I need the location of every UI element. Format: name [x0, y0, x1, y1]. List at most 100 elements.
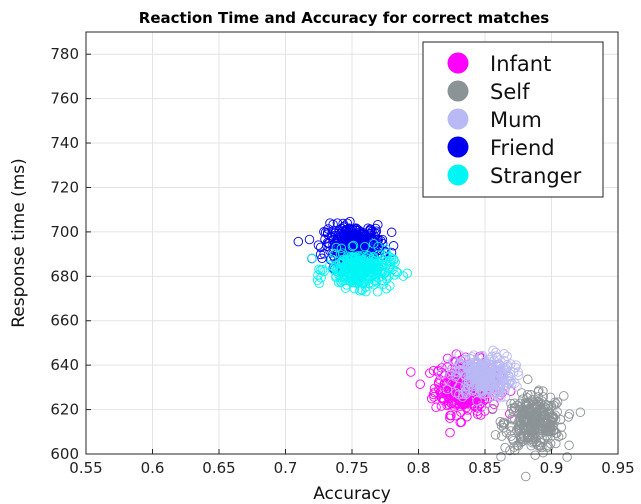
- data-point: [338, 236, 349, 246]
- data-point: [536, 396, 547, 406]
- legend-marker: [447, 52, 469, 74]
- data-point: [341, 280, 352, 290]
- data-point: [517, 433, 527, 443]
- data-point: [449, 356, 459, 366]
- data-point: [377, 267, 387, 278]
- data-point: [315, 249, 326, 260]
- data-point: [509, 414, 520, 424]
- data-point: [351, 256, 362, 266]
- data-point: [511, 360, 521, 370]
- legend: Infant Self Mum Friend Stranger: [422, 41, 604, 198]
- data-point: [361, 257, 371, 268]
- data-point: [479, 389, 489, 399]
- legend-item: Mum: [447, 108, 542, 132]
- data-point: [538, 386, 548, 396]
- data-point: [462, 399, 473, 409]
- data-point: [437, 368, 447, 378]
- x-tick-label: 0.6: [141, 459, 165, 477]
- legend-marker: [447, 80, 469, 102]
- data-point: [332, 247, 343, 257]
- data-point: [549, 400, 559, 411]
- data-point: [442, 384, 453, 395]
- data-point: [367, 269, 378, 279]
- x-tick-label: 0.75: [335, 459, 368, 477]
- legend-label: Self: [490, 80, 530, 104]
- y-tick-label: 720: [50, 178, 79, 196]
- data-point: [381, 248, 392, 259]
- data-point: [533, 425, 544, 436]
- y-axis-ticks: 600 620 640 660 680 700 720 740 760 780: [50, 45, 91, 463]
- data-point: [339, 230, 350, 241]
- data-point: [526, 427, 537, 437]
- data-point: [360, 241, 370, 252]
- data-point: [521, 400, 532, 410]
- x-axis-ticks: 0.55 0.6 0.65 0.7 0.75 0.8 0.85 0.9 0.95: [69, 449, 635, 477]
- y-tick-label: 660: [50, 312, 79, 330]
- y-tick-label: 620: [50, 401, 79, 419]
- data-point: [536, 403, 547, 414]
- data-point: [351, 266, 362, 277]
- data-point: [433, 365, 444, 376]
- data-point: [507, 378, 517, 389]
- data-point: [548, 421, 558, 431]
- legend-label: Stranger: [490, 164, 582, 188]
- data-point: [501, 427, 512, 438]
- data-point: [520, 407, 531, 417]
- data-point: [466, 395, 477, 406]
- legend-item: Stranger: [447, 164, 582, 188]
- x-tick-label: 0.55: [69, 459, 102, 477]
- data-point: [326, 254, 337, 264]
- data-point: [332, 218, 343, 228]
- data-point: [548, 413, 559, 424]
- data-point: [477, 377, 487, 387]
- data-point: [425, 368, 435, 378]
- data-point: [438, 384, 449, 394]
- data-point: [522, 392, 532, 403]
- data-point: [483, 367, 493, 377]
- data-point: [388, 255, 399, 265]
- data-point: [516, 388, 527, 398]
- data-point: [505, 445, 515, 456]
- data-point: [377, 234, 388, 245]
- x-tick-label: 0.95: [601, 459, 634, 477]
- y-tick-label: 600: [50, 445, 79, 463]
- data-point: [542, 422, 553, 433]
- data-point: [369, 280, 379, 290]
- series-stranger: [307, 239, 413, 297]
- data-point: [461, 377, 472, 387]
- data-point: [515, 405, 525, 415]
- data-point: [388, 264, 398, 275]
- data-point: [523, 405, 533, 416]
- data-point: [457, 392, 468, 403]
- data-point: [529, 399, 539, 410]
- data-point: [362, 274, 372, 285]
- legend-item: Infant: [447, 52, 551, 76]
- data-point: [448, 355, 458, 365]
- data-point: [499, 383, 510, 394]
- data-point: [491, 347, 501, 358]
- data-point: [518, 424, 529, 434]
- data-point: [523, 374, 533, 385]
- data-point: [438, 393, 449, 404]
- data-point: [545, 392, 556, 403]
- y-tick-label: 700: [50, 223, 79, 241]
- x-axis-label: Accuracy: [313, 484, 391, 504]
- data-point: [386, 254, 397, 264]
- data-point: [485, 372, 496, 382]
- legend-label: Infant: [490, 52, 551, 76]
- data-point: [389, 270, 400, 280]
- y-tick-label: 780: [50, 45, 79, 63]
- data-point: [293, 236, 304, 247]
- data-point: [545, 438, 556, 449]
- data-point: [475, 351, 486, 362]
- data-point: [485, 368, 496, 379]
- data-point: [492, 366, 503, 377]
- data-point: [515, 434, 526, 444]
- data-point: [491, 351, 501, 361]
- data-point: [357, 278, 367, 288]
- data-point: [524, 421, 534, 432]
- data-point: [368, 239, 379, 249]
- data-point: [455, 417, 465, 428]
- data-point: [530, 415, 540, 425]
